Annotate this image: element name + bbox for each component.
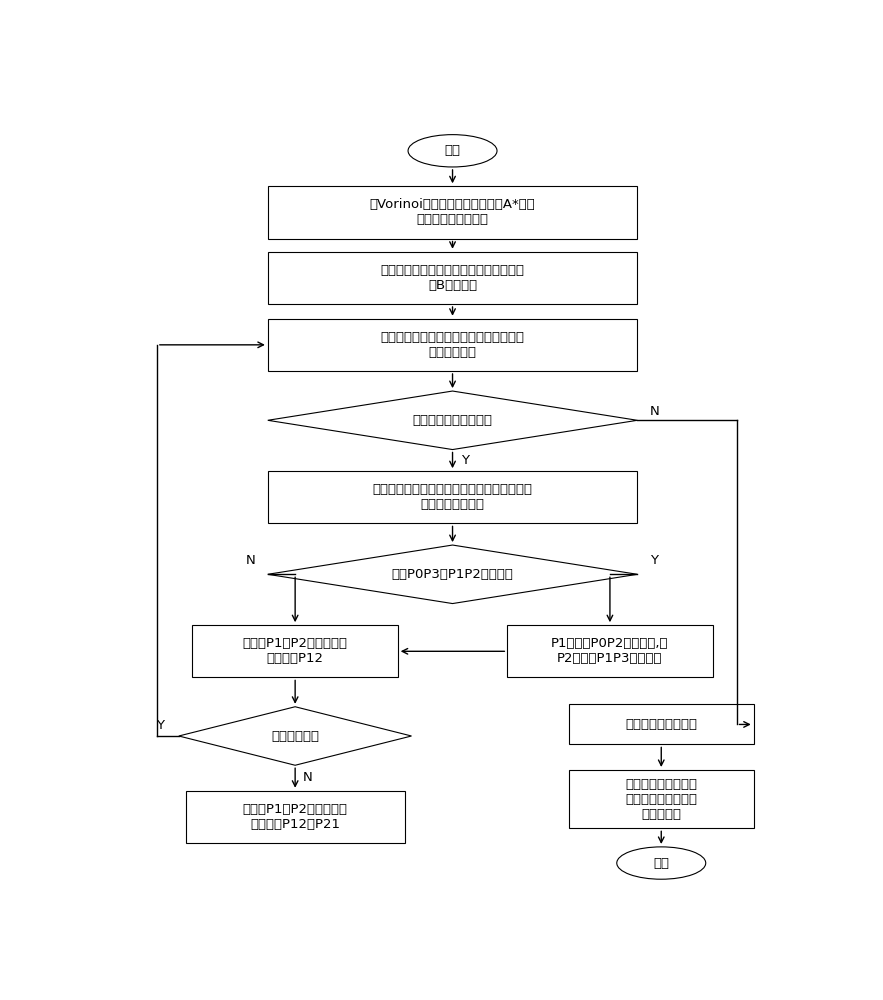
Text: P1向线段P0P2之间移动,或
P2向线段P1P3之间移动: P1向线段P0P2之间移动,或 P2向线段P1P3之间移动	[551, 637, 668, 665]
Text: 在线段P1和P2之间添加两
个控制点P12和P21: 在线段P1和P2之间添加两 个控制点P12和P21	[243, 803, 348, 831]
Text: Y: Y	[461, 454, 469, 467]
Text: N: N	[245, 554, 255, 567]
Text: 曲线与障碍物是否相交: 曲线与障碍物是否相交	[412, 414, 493, 427]
Polygon shape	[268, 545, 638, 604]
FancyBboxPatch shape	[569, 770, 754, 828]
FancyBboxPatch shape	[268, 252, 638, 304]
Text: 路径调整结束，输出
符合曲率约束和安全
约束的路径: 路径调整结束，输出 符合曲率约束和安全 约束的路径	[625, 778, 698, 821]
Text: 更新控制点组和曲线: 更新控制点组和曲线	[625, 718, 698, 731]
FancyBboxPatch shape	[268, 471, 638, 523]
Text: Y: Y	[155, 719, 163, 732]
FancyBboxPatch shape	[192, 625, 398, 677]
Text: 微调控制点，使曲线满足无人机的曲率约
束和安全约束: 微调控制点，使曲线满足无人机的曲率约 束和安全约束	[381, 331, 525, 359]
Text: N: N	[303, 771, 313, 784]
Text: 用Vorinoi图法产生连接图，通过A*搜索
算法得到直线段路径: 用Vorinoi图法产生连接图，通过A*搜索 算法得到直线段路径	[370, 198, 535, 226]
Polygon shape	[268, 391, 638, 450]
Polygon shape	[178, 707, 411, 765]
Ellipse shape	[617, 847, 706, 879]
Text: 在线段P1和P2之间添加一
个控制点P12: 在线段P1和P2之间添加一 个控制点P12	[243, 637, 348, 665]
Text: 开始: 开始	[444, 144, 461, 157]
FancyBboxPatch shape	[268, 319, 638, 371]
Text: 是否避开障碍: 是否避开障碍	[271, 730, 319, 742]
Text: 线段P0P3和P1P2是否相交: 线段P0P3和P1P2是否相交	[391, 568, 514, 581]
Ellipse shape	[408, 135, 497, 167]
Text: 找到某一个与障碍物相交的曲线段，以及与它
有关的四个管制点: 找到某一个与障碍物相交的曲线段，以及与它 有关的四个管制点	[373, 483, 532, 511]
Text: Y: Y	[651, 554, 659, 567]
FancyBboxPatch shape	[268, 186, 638, 239]
Text: 以直线段的交点为控制点，绘制准均匀三
次B样条曲线: 以直线段的交点为控制点，绘制准均匀三 次B样条曲线	[381, 264, 525, 292]
FancyBboxPatch shape	[569, 704, 754, 744]
FancyBboxPatch shape	[185, 791, 404, 843]
Text: 结束: 结束	[653, 857, 669, 870]
Text: N: N	[650, 405, 660, 418]
FancyBboxPatch shape	[507, 625, 713, 677]
